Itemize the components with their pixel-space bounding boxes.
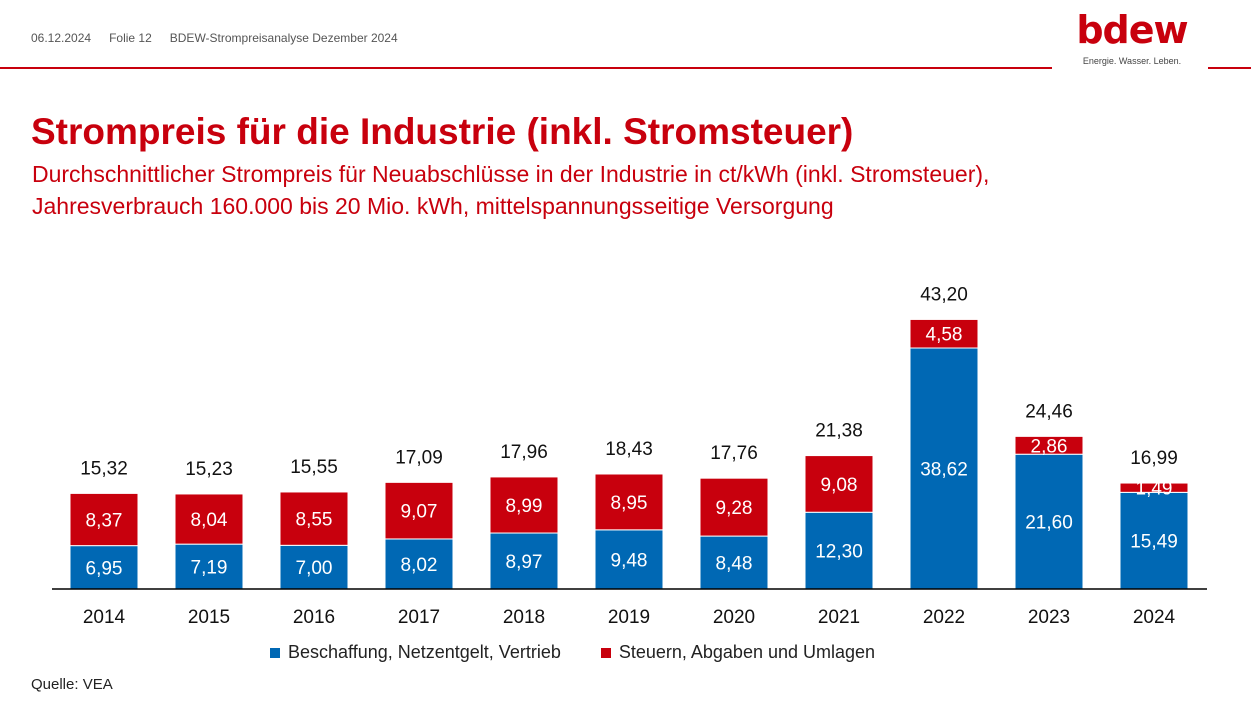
- header-divider-left: [0, 67, 1052, 69]
- legend-swatch-red: [600, 647, 611, 658]
- segment-label-procurement-2016: 7,00: [296, 558, 333, 579]
- x-tick-label-2017: 2017: [398, 607, 440, 628]
- bar-segment-procurement-2021: [804, 511, 874, 590]
- total-label-2014: 15,32: [80, 458, 128, 479]
- segment-label-procurement-2014: 6,95: [86, 558, 123, 579]
- logo-tagline: Energie. Wasser. Leben.: [1082, 56, 1182, 66]
- header-slide-number: Folie 12: [109, 31, 152, 45]
- segment-label-taxes-2017: 9,07: [401, 502, 438, 523]
- x-tick-label-2024: 2024: [1133, 607, 1176, 628]
- header-date: 06.12.2024: [31, 31, 92, 45]
- x-tick-label-2018: 2018: [503, 607, 545, 628]
- segment-label-procurement-2022: 38,62: [920, 460, 968, 481]
- segment-label-procurement-2015: 7,19: [191, 558, 228, 579]
- bar-segment-taxes-2014: [69, 492, 139, 547]
- total-label-2015: 15,23: [185, 459, 233, 480]
- page-title: Strompreis für die Industrie (inkl. Stro…: [31, 111, 854, 152]
- segment-label-taxes-2014: 8,37: [86, 511, 123, 532]
- bar-segment-procurement-2024: [1119, 491, 1189, 590]
- segment-label-procurement-2021: 12,30: [815, 542, 863, 563]
- bar-segment-taxes-2017: [384, 481, 454, 540]
- segment-label-taxes-2023: 2,86: [1031, 436, 1068, 457]
- segment-label-procurement-2019: 9,48: [611, 550, 648, 571]
- segment-label-taxes-2019: 8,95: [611, 493, 648, 514]
- segment-label-taxes-2018: 8,99: [506, 496, 543, 517]
- bar-segment-taxes-2021: [804, 455, 874, 513]
- total-label-2017: 17,09: [395, 447, 443, 468]
- segment-label-taxes-2020: 9,28: [716, 498, 753, 519]
- bar-segment-taxes-2023: [1014, 435, 1084, 455]
- header-document-title: BDEW-Strompreisanalyse Dezember 2024: [169, 31, 398, 45]
- x-tick-label-2016: 2016: [293, 607, 335, 628]
- legend-item-taxes: Steuern, Abgaben und Umlagen: [600, 642, 876, 663]
- total-label-2020: 17,76: [710, 443, 758, 464]
- bar-segment-procurement-2016: [279, 544, 349, 590]
- segment-label-procurement-2020: 8,48: [716, 554, 753, 575]
- x-tick-label-2022: 2022: [923, 607, 965, 628]
- subtitle-line-1: Durchschnittlicher Strompreis für Neuabs…: [32, 161, 990, 187]
- segment-label-taxes-2022: 4,58: [926, 325, 963, 346]
- total-label-2016: 15,55: [290, 457, 338, 478]
- bar-segment-procurement-2018: [489, 532, 559, 590]
- legend-label-procurement: Beschaffung, Netzentgelt, Vertrieb: [288, 642, 561, 662]
- page-subtitle: Durchschnittlicher Strompreis für Neuabs…: [32, 158, 989, 222]
- bar-segment-taxes-2022: [909, 318, 979, 349]
- bar-segment-procurement-2022: [909, 347, 979, 590]
- total-label-2023: 24,46: [1025, 401, 1073, 422]
- chart-legend: Beschaffung, Netzentgelt, Vertrieb Steue…: [270, 642, 875, 663]
- segment-label-procurement-2018: 8,97: [506, 552, 543, 573]
- bar-segment-procurement-2019: [594, 529, 664, 590]
- total-label-2021: 21,38: [815, 421, 863, 442]
- bar-segment-taxes-2020: [699, 477, 769, 537]
- bar-segment-procurement-2020: [699, 535, 769, 590]
- segment-label-procurement-2024: 15,49: [1130, 532, 1178, 553]
- bar-segment-taxes-2019: [594, 473, 664, 531]
- segment-label-procurement-2023: 21,60: [1025, 513, 1073, 534]
- bar-segment-taxes-2018: [489, 476, 559, 534]
- total-label-2019: 18,43: [605, 439, 653, 460]
- x-tick-label-2021: 2021: [818, 607, 860, 628]
- bar-segment-taxes-2024: [1119, 482, 1189, 493]
- header-meta: 06.12.2024 Folie 12 BDEW-Strompreisanaly…: [31, 31, 398, 45]
- segment-label-taxes-2021: 9,08: [821, 475, 858, 496]
- bdew-logo: bdew Energie. Wasser. Leben.: [1072, 8, 1192, 66]
- segment-label-taxes-2015: 8,04: [191, 510, 228, 531]
- total-label-2018: 17,96: [500, 442, 548, 463]
- subtitle-line-2: Jahresverbrauch 160.000 bis 20 Mio. kWh,…: [32, 193, 834, 219]
- source-note: Quelle: VEA: [31, 676, 113, 693]
- header-divider-right: [1208, 67, 1251, 69]
- total-label-2022: 43,20: [920, 284, 968, 305]
- segment-label-procurement-2017: 8,02: [401, 555, 438, 576]
- total-label-2024: 16,99: [1130, 448, 1178, 469]
- x-tick-label-2014: 2014: [83, 607, 126, 628]
- legend-swatch-blue: [270, 647, 280, 658]
- segment-label-taxes-2016: 8,55: [296, 510, 333, 531]
- legend-item-procurement: Beschaffung, Netzentgelt, Vertrieb: [270, 642, 561, 663]
- x-tick-label-2015: 2015: [188, 607, 230, 628]
- legend-label-taxes: Steuern, Abgaben und Umlagen: [618, 642, 876, 662]
- bar-segment-taxes-2015: [174, 493, 244, 545]
- logo-word: bdew: [1076, 8, 1188, 52]
- bar-segment-procurement-2023: [1014, 453, 1084, 590]
- bar-segment-procurement-2017: [384, 538, 454, 590]
- x-tick-label-2023: 2023: [1028, 607, 1070, 628]
- x-tick-label-2020: 2020: [713, 607, 755, 628]
- segment-label-taxes-2024: 1,49: [1136, 479, 1173, 500]
- bar-segment-taxes-2016: [279, 491, 349, 546]
- x-tick-label-2019: 2019: [608, 607, 650, 628]
